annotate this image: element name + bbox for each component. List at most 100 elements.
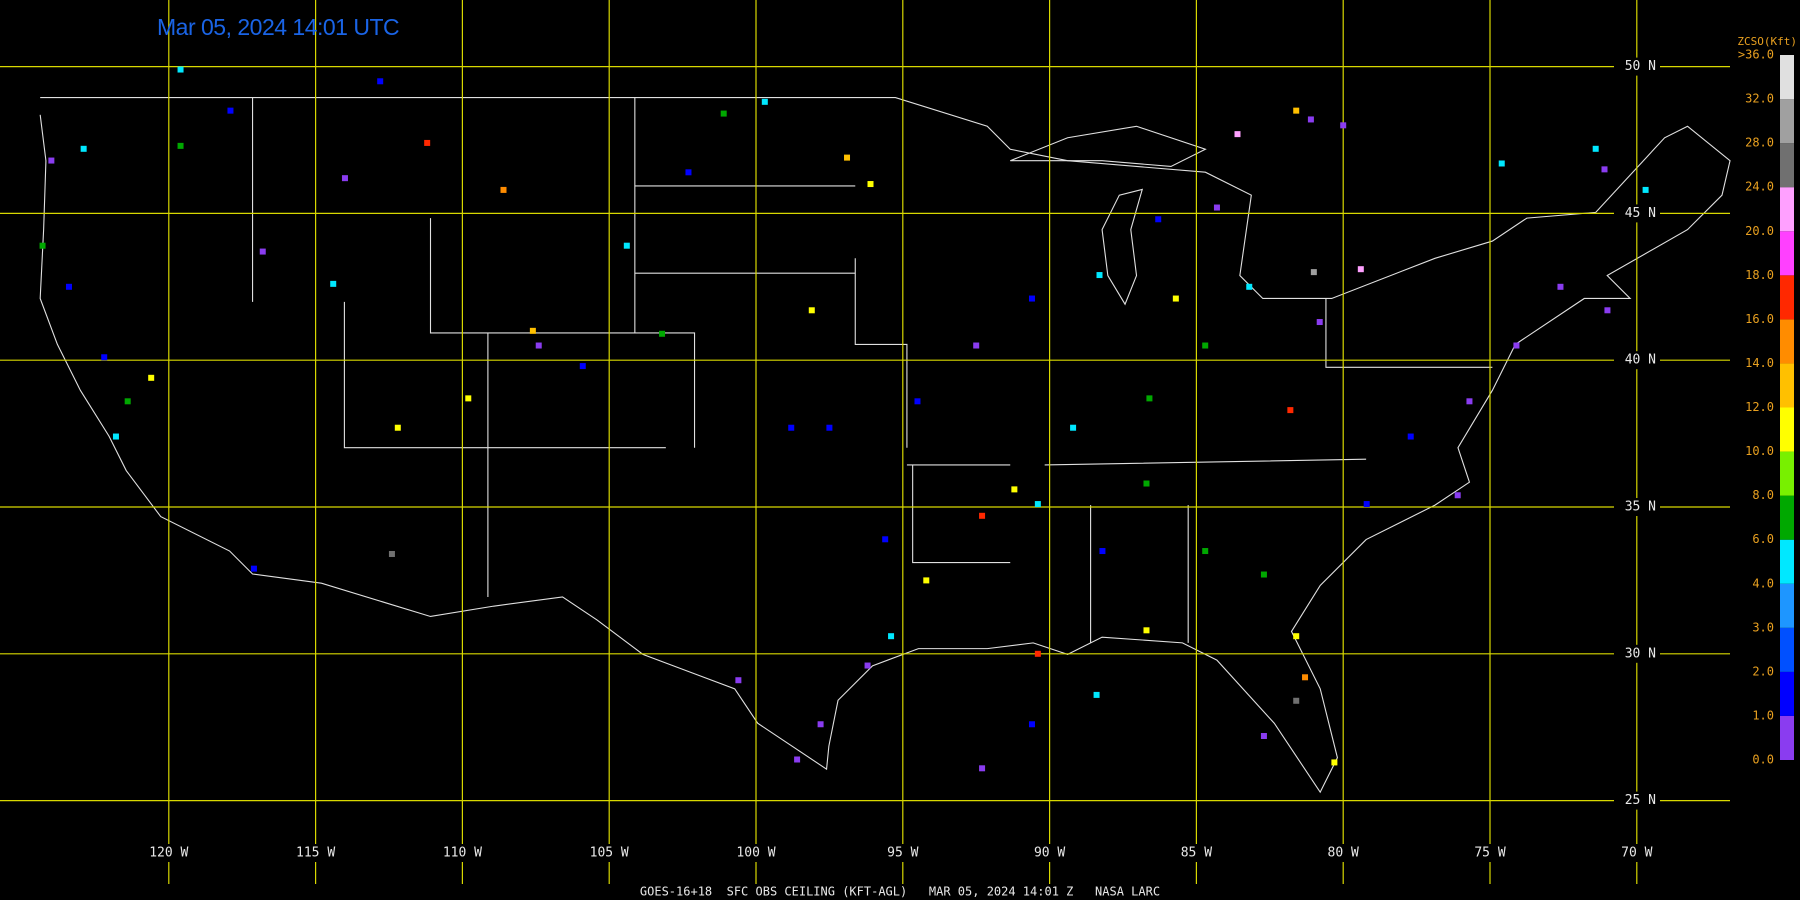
lat-label: 35 N [1625,500,1656,515]
station [1202,342,1209,349]
colorbar-segment [1780,363,1794,408]
station [1331,759,1338,766]
label-bg [1614,498,1660,516]
colorbar-segment [1780,187,1794,232]
station [424,139,431,146]
lat-label: 45 N [1625,206,1656,221]
station [250,565,257,572]
colorbar-label: 10.0 [1745,444,1774,458]
colorbar-segment [1780,55,1794,100]
state-lines [253,98,1493,643]
label-bg [1614,644,1660,663]
station [844,154,851,161]
station [1011,486,1018,493]
colorbar-label: 3.0 [1752,620,1774,634]
lon-label: 70 W [1621,846,1652,861]
lat-label: 25 N [1625,793,1656,808]
station [1070,424,1077,431]
lon-label: 105 W [590,846,629,861]
station [923,577,930,584]
station [177,66,184,73]
station [330,280,337,287]
colorbar-label: 12.0 [1745,400,1774,414]
lake-superior [1010,126,1205,166]
station [1454,492,1461,499]
colorbar-label: 6.0 [1752,532,1774,546]
station [817,721,824,728]
label-bg [1612,844,1661,862]
label-bg [1614,791,1660,810]
station [259,248,266,255]
station [1155,216,1162,223]
colorbar-label: 1.0 [1752,708,1774,722]
lat-label: 50 N [1625,59,1656,74]
colorbar-segment [1780,99,1794,144]
lon-label: 85 W [1181,846,1212,861]
colorbar-title: ZCSO(Kft) [1737,35,1797,48]
label-bg [1614,204,1660,223]
station [1407,433,1414,440]
label-bg [1319,844,1368,862]
station [1213,204,1220,211]
lon-label: 110 W [443,846,482,861]
station [1234,131,1241,138]
label-bg [1466,844,1514,862]
station [1293,697,1300,704]
label-bg [1614,57,1660,76]
station [864,662,871,669]
lat-label: 40 N [1625,353,1656,368]
station [39,242,46,249]
label-bg [732,844,780,862]
colorbar-segment [1780,275,1794,320]
colorbar-segment [1780,407,1794,452]
station [623,242,630,249]
station [101,354,108,361]
station [735,677,742,684]
station [1316,319,1323,326]
lat-label: 30 N [1625,646,1656,661]
station [341,175,348,182]
station [377,78,384,85]
station [124,398,131,405]
station [1302,674,1309,681]
coastline [40,98,1730,793]
station [1143,627,1150,634]
colorbar-label: 14.0 [1745,356,1774,370]
colorbar-segment [1780,715,1794,760]
station [148,374,155,381]
station [867,181,874,188]
station [1096,272,1103,279]
station [1513,342,1520,349]
station [826,424,833,431]
station [1099,548,1106,555]
station [1307,116,1314,123]
station [1557,283,1564,290]
lon-label: 75 W [1474,846,1505,861]
colorbar-label: 2.0 [1752,664,1774,678]
lon-label: 120 W [149,846,188,861]
station [1143,480,1150,487]
station [529,327,536,334]
station [1642,186,1649,193]
lon-label: 90 W [1034,846,1065,861]
colorbar-segment [1780,451,1794,496]
colorbar-label: 24.0 [1745,180,1774,194]
station [794,756,801,763]
station [979,512,986,519]
station [1146,395,1153,402]
colorbar-segment [1780,539,1794,584]
title: Mar 05, 2024 14:01 UTC [157,14,399,40]
station [914,398,921,405]
station [1034,650,1041,657]
station [1028,295,1035,302]
lon-label: 100 W [736,846,775,861]
station [1028,721,1035,728]
station [65,283,72,290]
station [1293,107,1300,114]
outlines [40,98,1730,793]
colorbar-segment [1780,671,1794,716]
footer: GOES-16+18 SFC OBS CEILING (KFT-AGL) MAR… [640,885,1160,899]
